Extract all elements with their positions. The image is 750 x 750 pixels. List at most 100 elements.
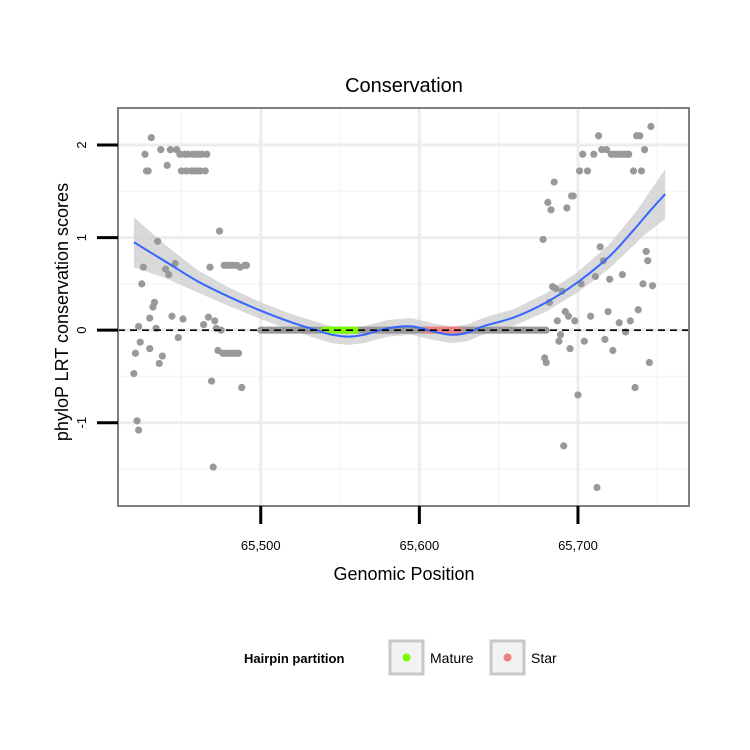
data-point: [648, 282, 657, 290]
data-point: [645, 358, 653, 367]
data-point: [141, 150, 149, 158]
data-point: [204, 313, 213, 321]
data-point: [544, 198, 552, 207]
plot-panel: [117, 107, 690, 507]
data-point: [161, 265, 170, 273]
data-point: [591, 272, 600, 281]
data-point: [147, 134, 155, 142]
data-point: [131, 349, 140, 357]
data-point: [158, 352, 167, 360]
data-point: [217, 326, 225, 334]
data-point: [629, 167, 638, 175]
data-point: [579, 150, 587, 158]
legend-label-mature: Mature: [430, 650, 474, 666]
data-point: [150, 298, 159, 306]
data-point: [587, 312, 595, 320]
data-point: [539, 235, 547, 244]
data-point: [163, 161, 171, 169]
panel-background: [118, 108, 689, 506]
y-axis: -1 0 1 2: [74, 141, 118, 428]
data-point: [207, 377, 216, 385]
data-point: [238, 383, 246, 392]
data-point: [590, 150, 598, 158]
data-point: [574, 391, 582, 399]
data-point: [609, 346, 617, 355]
y-tick-label: 2: [74, 141, 89, 148]
data-point: [556, 331, 565, 339]
data-point: [157, 146, 165, 154]
data-point: [166, 146, 174, 154]
data-point: [154, 237, 162, 245]
data-point: [136, 338, 144, 346]
data-point: [647, 122, 655, 131]
data-point: [602, 146, 611, 154]
data-point: [547, 206, 555, 214]
data-point: [146, 314, 154, 322]
data-point: [560, 442, 568, 450]
data-point: [564, 312, 573, 320]
data-point: [604, 308, 612, 316]
data-point: [636, 132, 644, 140]
data-point: [135, 426, 143, 434]
data-point: [550, 178, 558, 186]
data-point: [552, 284, 560, 293]
x-tick-label: 65,500: [241, 538, 281, 553]
legend-title: Hairpin partition: [244, 651, 344, 666]
data-point: [179, 315, 187, 323]
data-point: [542, 358, 550, 367]
data-point: [242, 261, 251, 269]
legend-item-star: Star: [489, 639, 557, 676]
smooth-curve: [133, 193, 666, 338]
data-point: [642, 247, 650, 256]
x-axis-title: Genomic Position: [333, 564, 474, 584]
legend-swatch-star: [503, 653, 512, 662]
data-point: [639, 280, 647, 288]
data-point: [201, 167, 209, 175]
data-point: [563, 204, 571, 212]
data-point: [168, 312, 176, 320]
data-point: [580, 337, 588, 345]
legend-swatch-mature: [402, 653, 411, 662]
data-point: [606, 275, 614, 283]
legend: Hairpin partition Mature Star: [244, 639, 557, 676]
y-axis-title: phyloP LRT conservation scores: [52, 183, 72, 441]
y-tick-label: 1: [74, 234, 89, 241]
panel-border: [117, 107, 690, 507]
data-point: [211, 317, 219, 325]
data-point: [144, 167, 152, 175]
data-point: [553, 317, 561, 325]
data-point: [569, 192, 577, 200]
data-point: [203, 150, 211, 158]
data-point: [593, 483, 601, 492]
data-point: [555, 337, 563, 345]
data-point: [139, 263, 147, 271]
data-point: [135, 322, 143, 331]
x-axis: 65,500 65,600 65,700: [241, 506, 598, 553]
data-point: [209, 463, 217, 471]
data-point: [571, 317, 579, 325]
legend-key-mature: [388, 639, 425, 676]
data-point: [626, 317, 634, 325]
y-tick-label: -1: [74, 417, 89, 429]
data-point: [133, 417, 141, 425]
data-point: [130, 370, 138, 378]
data-point: [640, 146, 649, 154]
data-point: [615, 319, 623, 327]
data-point: [138, 280, 146, 288]
data-point: [200, 320, 208, 329]
data-point: [637, 167, 646, 175]
data-point: [594, 132, 603, 140]
legend-item-mature: Mature: [388, 639, 474, 676]
data-point: [155, 359, 163, 368]
data-point: [174, 333, 182, 342]
data-point: [625, 150, 633, 158]
confidence-band: [133, 169, 666, 345]
data-point: [146, 345, 154, 353]
data-point: [631, 383, 639, 392]
data-point: [234, 349, 243, 357]
data-point: [583, 167, 592, 175]
data-point: [601, 335, 609, 343]
data-point: [575, 167, 584, 175]
scatter-points: [130, 122, 657, 492]
